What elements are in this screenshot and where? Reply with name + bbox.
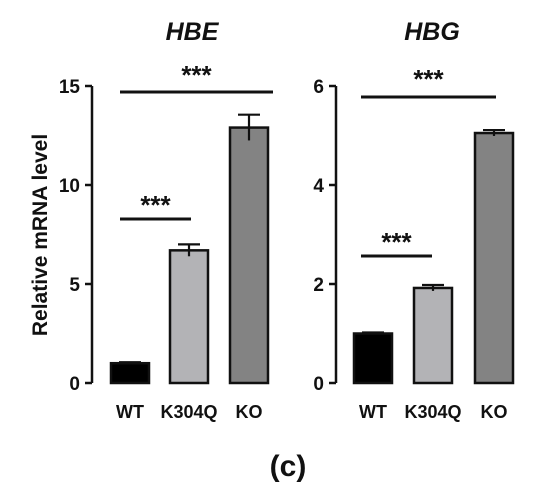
y-axis-label: Relative mRNA level xyxy=(29,134,52,336)
x-tick-label: WT xyxy=(116,402,144,422)
x-tick-label: K304Q xyxy=(404,402,461,422)
panel-label: (c) xyxy=(270,450,307,483)
x-tick-label: KO xyxy=(236,402,263,422)
y-tick-label: 5 xyxy=(69,275,80,296)
significance-label: *** xyxy=(181,60,212,90)
bar-wt xyxy=(352,332,394,385)
x-tick-label: WT xyxy=(359,402,387,422)
significance-label: *** xyxy=(413,64,444,94)
bar-ko xyxy=(228,126,270,385)
chart-title: HBE xyxy=(166,18,220,46)
y-tick-label: 2 xyxy=(313,275,324,296)
x-tick-label: K304Q xyxy=(160,402,217,422)
significance-label: *** xyxy=(140,190,171,220)
y-tick-label: 15 xyxy=(59,77,81,98)
bar-k304q xyxy=(412,286,454,385)
y-tick-label: 10 xyxy=(59,176,80,197)
chart-panel-hbg: HBG 0 2 4 6 WT K304Q KO *** *** xyxy=(313,18,515,422)
significance-label: *** xyxy=(381,227,412,257)
y-tick-label: 0 xyxy=(69,374,80,395)
y-tick-label: 4 xyxy=(313,176,324,197)
x-tick-label: KO xyxy=(481,402,508,422)
bar-k304q xyxy=(168,249,210,385)
y-tick-label: 6 xyxy=(313,77,324,98)
bar-ko xyxy=(473,131,515,385)
chart-panel-hbe: HBE 0 5 10 15 WT K304Q KO *** *** xyxy=(59,18,273,422)
bar-wt xyxy=(109,361,151,385)
y-tick-label: 0 xyxy=(313,374,324,395)
chart-title: HBG xyxy=(404,18,460,46)
